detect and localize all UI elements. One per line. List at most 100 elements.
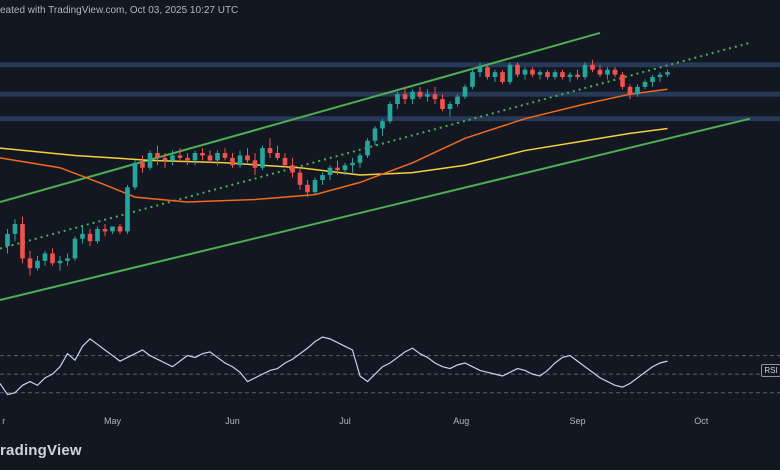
candle-49	[372, 126, 378, 146]
candle-71	[537, 69, 543, 80]
candle-72	[545, 69, 550, 80]
candle-85	[642, 79, 648, 90]
candle-body	[170, 155, 175, 161]
candle-body	[260, 148, 265, 168]
candle-84	[635, 84, 640, 97]
candle-body	[200, 153, 205, 156]
candle-37	[282, 153, 288, 168]
candle-35	[267, 138, 273, 158]
candle-29	[222, 148, 228, 161]
candle-body	[117, 226, 123, 232]
candle-body	[222, 153, 228, 158]
price-channel	[0, 31, 751, 301]
candle-body	[192, 153, 198, 161]
candle-65	[492, 69, 498, 82]
candle-body	[462, 86, 468, 97]
channel-lower-line	[0, 117, 751, 301]
candle-20	[155, 145, 160, 166]
candle-body	[5, 233, 10, 247]
candlesticks	[5, 59, 670, 276]
candle-body	[230, 157, 235, 166]
candle-body	[282, 157, 288, 166]
candle-body	[417, 91, 423, 97]
candle-43	[327, 165, 333, 180]
candle-body	[590, 64, 595, 70]
x-tick-label: Sep	[569, 416, 585, 426]
candle-87	[657, 72, 663, 82]
candle-body	[110, 226, 115, 232]
candle-body	[312, 179, 318, 193]
candle-75	[567, 72, 573, 82]
candle-78	[590, 59, 595, 73]
candle-69	[522, 67, 528, 80]
candle-19	[147, 150, 153, 171]
candle-45	[342, 162, 348, 176]
candle-41	[312, 177, 318, 195]
candle-body	[425, 94, 430, 97]
candle-76	[575, 69, 580, 80]
candle-body	[597, 69, 603, 75]
candle-2	[20, 216, 25, 264]
candle-61	[462, 84, 468, 100]
candle-4	[35, 255, 40, 271]
rsi-label: RSI	[761, 364, 780, 377]
candle-body	[522, 69, 528, 75]
candle-15	[117, 224, 123, 234]
candle-body	[492, 72, 498, 78]
candle-64	[485, 64, 490, 80]
candle-10	[80, 226, 85, 244]
candle-82	[620, 72, 625, 90]
candle-38	[290, 157, 295, 178]
candle-17	[132, 160, 138, 190]
candle-body	[657, 74, 663, 78]
candle-body	[395, 94, 400, 104]
candle-63	[477, 62, 483, 78]
candle-13	[102, 224, 108, 237]
candle-body	[477, 67, 483, 73]
candle-body	[80, 233, 85, 239]
candle-body	[402, 94, 408, 100]
candle-body	[155, 153, 160, 158]
candle-body	[207, 155, 213, 161]
candle-body	[650, 77, 655, 82]
candle-16	[125, 184, 130, 234]
candle-body	[582, 64, 588, 78]
candle-body	[65, 258, 70, 261]
candle-body	[380, 121, 385, 129]
x-tick-label: Jun	[225, 416, 240, 426]
candle-52	[395, 91, 400, 109]
candle-22	[170, 150, 175, 166]
candle-3	[27, 251, 33, 276]
candle-body	[605, 69, 610, 75]
candle-body	[87, 233, 93, 242]
candle-body	[432, 94, 438, 100]
rsi-line	[0, 336, 668, 396]
candle-body	[72, 238, 78, 259]
ma-fast-line	[0, 88, 668, 203]
candle-body	[245, 155, 250, 161]
candle-27	[207, 150, 213, 163]
candle-34	[260, 145, 265, 171]
candle-70	[530, 67, 535, 78]
candle-body	[455, 96, 460, 104]
candle-body	[350, 162, 355, 166]
candle-73	[552, 69, 558, 80]
candle-86	[650, 74, 655, 87]
candle-48	[365, 138, 370, 158]
candle-47	[357, 153, 363, 168]
candle-body	[620, 74, 625, 87]
candle-body	[35, 260, 40, 269]
candle-body	[665, 72, 670, 75]
candle-body	[335, 167, 340, 171]
candle-body	[612, 69, 618, 75]
candle-body	[327, 167, 333, 176]
candle-body	[507, 64, 513, 82]
candle-60	[455, 94, 460, 107]
candle-14	[110, 226, 115, 234]
candle-0	[5, 228, 10, 254]
candle-body	[567, 74, 573, 78]
candle-body	[275, 153, 280, 158]
rsi-panel	[0, 336, 780, 396]
candle-68	[515, 62, 520, 78]
